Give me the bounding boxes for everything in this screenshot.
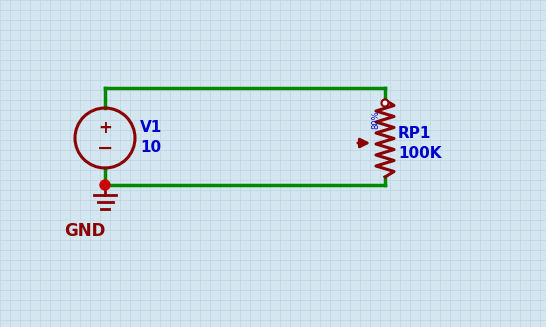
Text: 80%: 80% (371, 111, 381, 129)
Text: 10: 10 (140, 141, 161, 156)
Text: 100K: 100K (398, 146, 442, 161)
Text: +: + (98, 119, 112, 137)
Circle shape (382, 99, 389, 107)
Text: RP1: RP1 (398, 126, 431, 141)
Text: V1: V1 (140, 121, 162, 135)
Text: −: − (97, 139, 113, 158)
Circle shape (100, 180, 110, 190)
Text: GND: GND (64, 222, 106, 240)
